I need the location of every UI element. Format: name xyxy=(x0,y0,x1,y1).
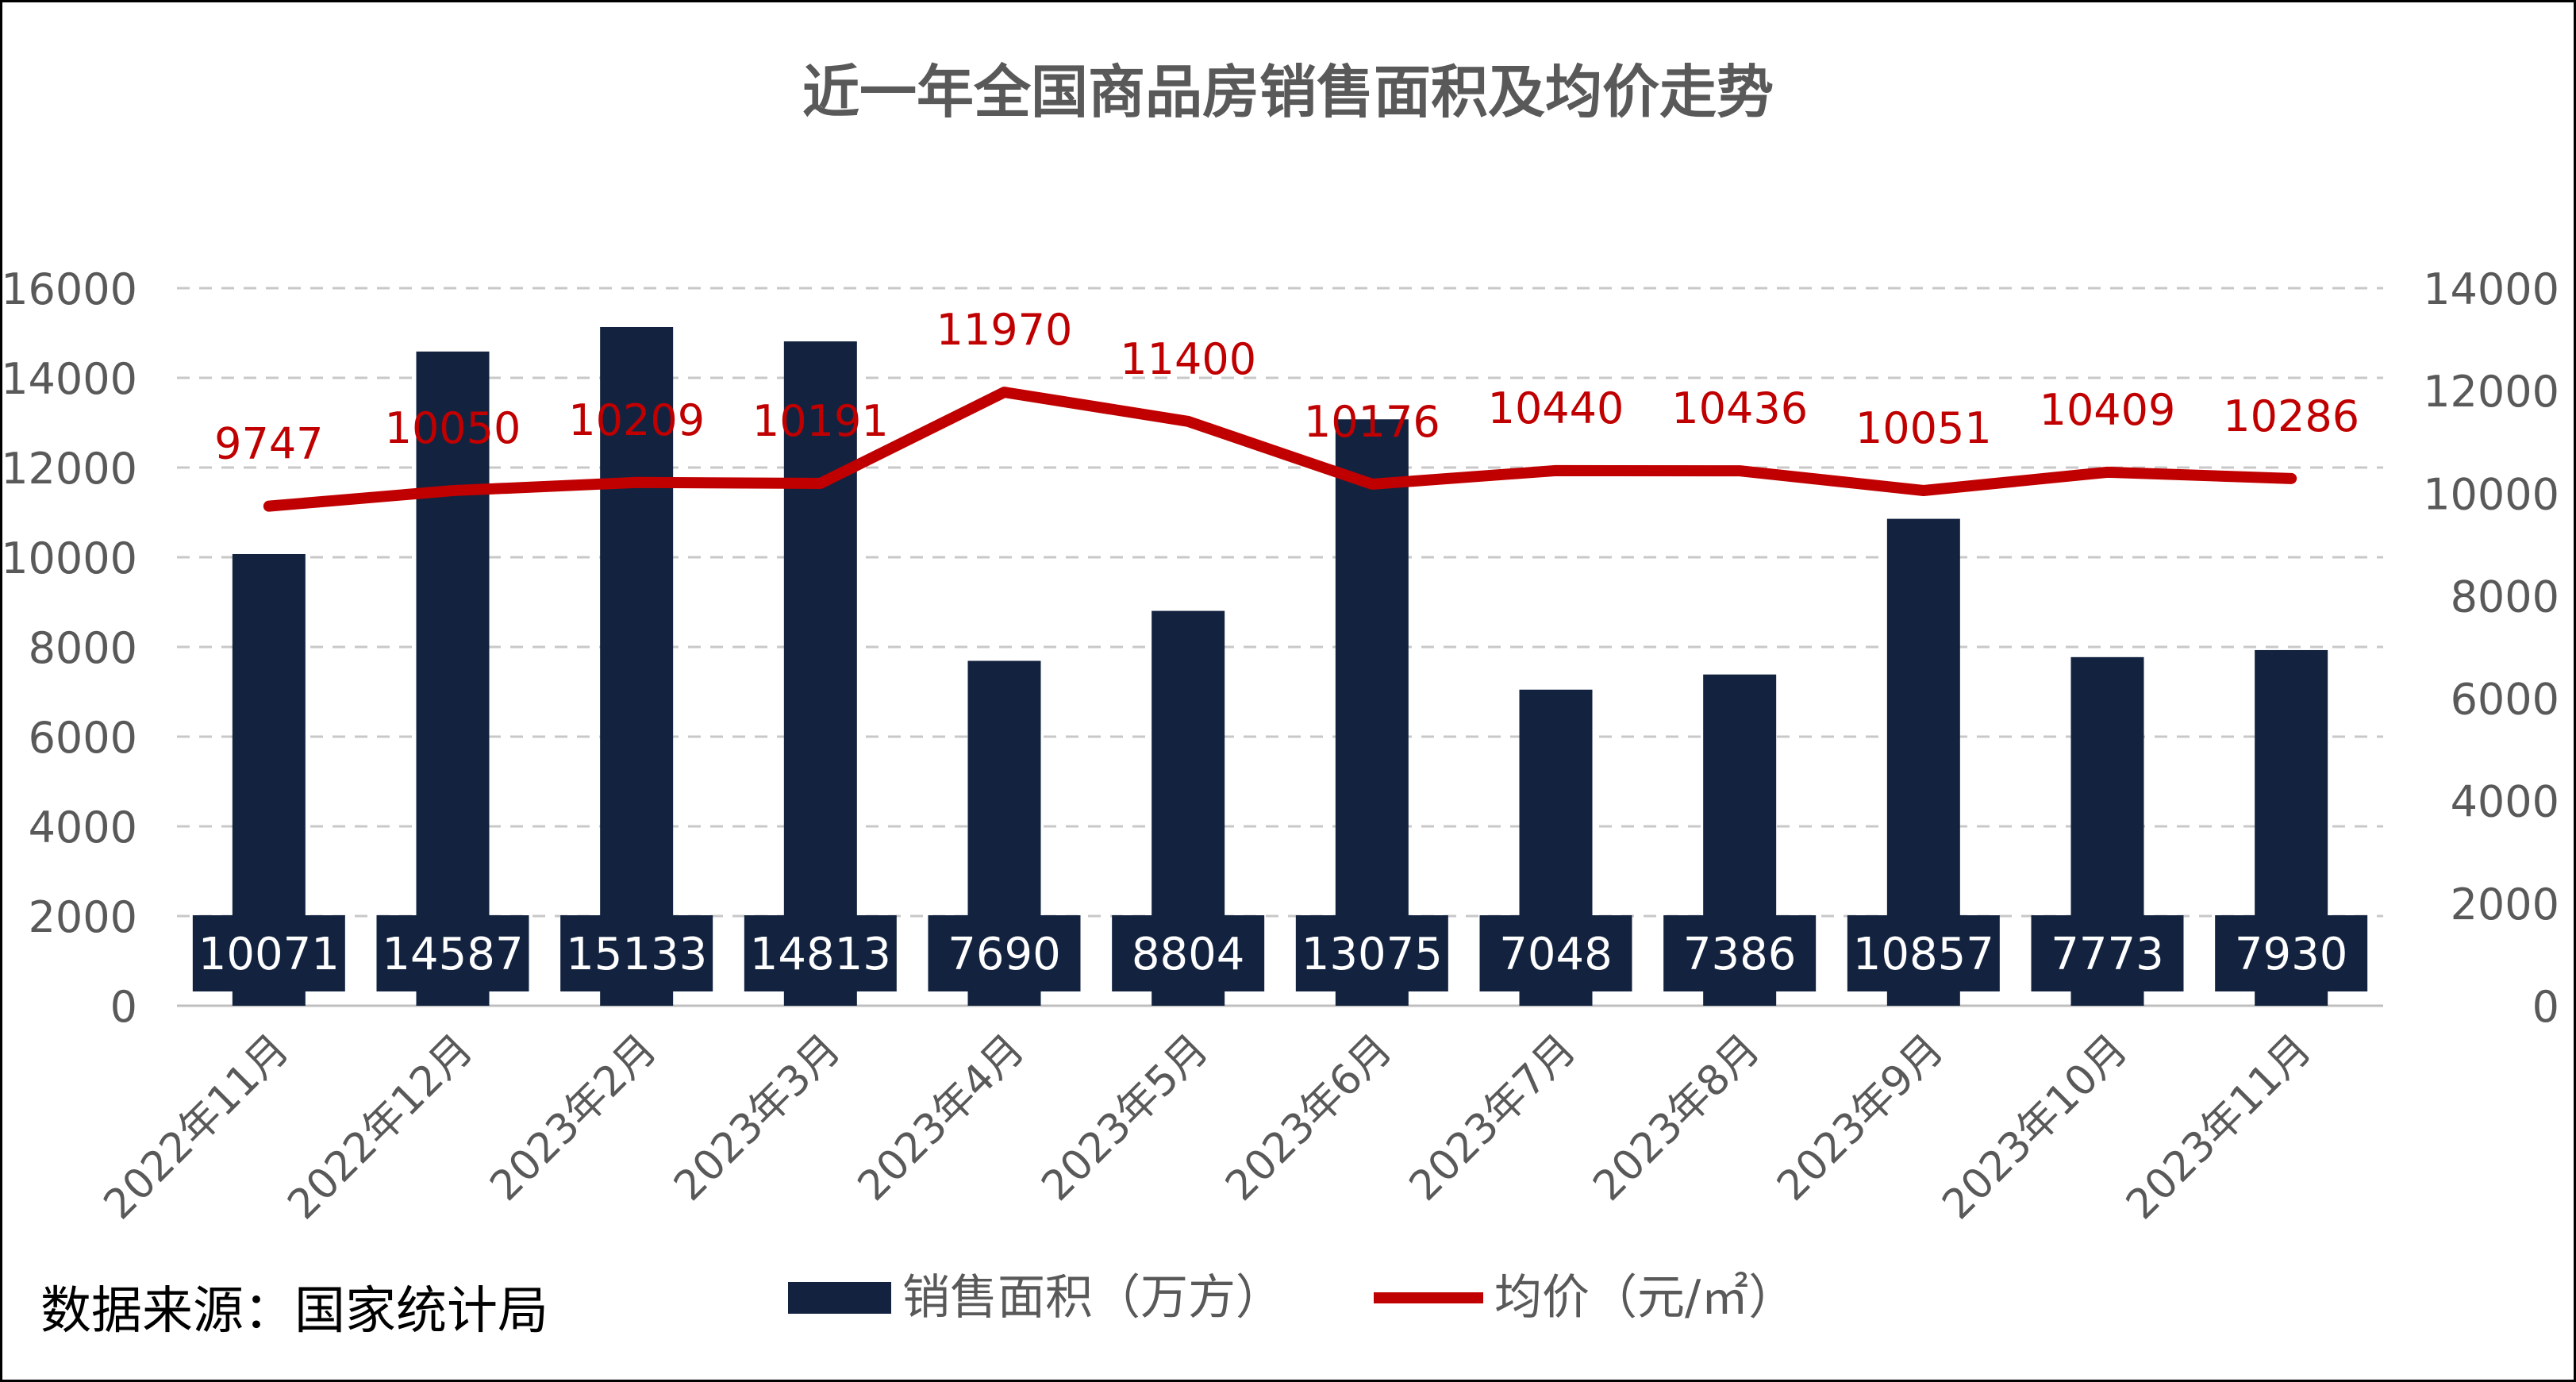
legend-label-bar: 销售面积（万方） xyxy=(902,1270,1283,1326)
bar-data-label: 13075 xyxy=(1301,929,1443,980)
bar-data-label: 10857 xyxy=(1853,929,1994,980)
x-axis-tick-label: 2023年8月 xyxy=(1584,1026,1769,1211)
gridlines xyxy=(177,287,2383,1007)
left-axis: 0 2000 4000 6000 8000 10000 12000 14000 16000 xyxy=(2,264,137,1032)
right-axis-tick-label: 6000 xyxy=(2451,675,2559,725)
bar-data-label: 10071 xyxy=(198,929,340,980)
x-axis-tick-label: 2022年12月 xyxy=(279,1026,482,1229)
bar-data-label: 8804 xyxy=(1132,929,1245,980)
bar-label-box xyxy=(2031,915,2184,991)
chart-title: 近一年全国商品房销售面积及均价走势 xyxy=(802,59,1774,125)
bar-data-label: 7386 xyxy=(1683,929,1797,980)
left-axis-tick-label: 14000 xyxy=(2,354,137,404)
price-line xyxy=(263,387,2297,512)
left-axis-tick-label: 0 xyxy=(110,982,137,1032)
x-axis-tick-label: 2023年2月 xyxy=(481,1026,666,1211)
bar-data-labels: 10071 14587 15133 14813 7690 8804 13075 7048 738… xyxy=(192,915,2368,991)
line-data-label: 9747 xyxy=(214,419,323,469)
x-axis-tick-label: 2023年9月 xyxy=(1768,1026,1953,1211)
left-axis-tick-label: 10000 xyxy=(2,533,137,583)
x-axis-tick-label: 2023年4月 xyxy=(849,1026,1034,1211)
bar-label-box xyxy=(560,915,713,991)
line-data-label: 10286 xyxy=(2223,391,2359,441)
x-axis: 2022年11月2022年12月2023年2月2023年3月2023年4月202… xyxy=(95,1026,2321,1229)
bar-series xyxy=(232,326,2328,1007)
line-data-label: 10436 xyxy=(1671,383,1808,433)
line-data-label: 10440 xyxy=(1488,383,1624,433)
x-axis-tick-label: 2023年11月 xyxy=(2117,1026,2320,1229)
bar-data-label: 15133 xyxy=(566,929,707,980)
line-data-label: 10209 xyxy=(568,395,705,445)
right-axis-tick-label: 4000 xyxy=(2451,777,2559,827)
source-note: 数据来源：国家统计局 xyxy=(40,1282,548,1341)
bar-label-box xyxy=(928,915,1081,991)
bar-label-box xyxy=(1847,915,2000,991)
bar-data-label: 14813 xyxy=(750,929,891,980)
bar-data-label: 7690 xyxy=(948,929,1061,980)
bar-data-label: 14587 xyxy=(382,929,523,980)
x-axis-tick-label: 2023年10月 xyxy=(1933,1026,2136,1229)
line-data-label: 10176 xyxy=(1304,397,1440,447)
bar xyxy=(1335,419,1409,1006)
left-axis-tick-label: 2000 xyxy=(29,892,137,942)
bar-data-label: 7048 xyxy=(1499,929,1613,980)
bar-label-box xyxy=(376,915,529,991)
legend-swatch-bar xyxy=(788,1282,891,1314)
line-series xyxy=(263,387,2297,512)
left-axis-tick-label: 16000 xyxy=(2,264,137,314)
right-axis-tick-label: 12000 xyxy=(2423,367,2559,417)
right-axis-tick-label: 14000 xyxy=(2423,264,2559,314)
legend: 销售面积（万方） 均价（元/㎡） xyxy=(788,1270,1796,1326)
line-data-labels: 9747 10050 10209 10191 11970 11400 10176 10440 1… xyxy=(214,305,2359,469)
bar-label-box xyxy=(1663,915,1817,991)
right-axis-tick-label: 0 xyxy=(2532,982,2559,1032)
bar-label-box xyxy=(1295,915,1448,991)
x-axis-tick-label: 2023年6月 xyxy=(1217,1026,1401,1211)
bar xyxy=(600,326,674,1007)
bar-data-label: 7930 xyxy=(2235,929,2348,980)
bar-data-label: 7773 xyxy=(2051,929,2164,980)
left-axis-tick-label: 8000 xyxy=(29,623,137,673)
x-axis-tick-label: 2022年11月 xyxy=(95,1026,298,1229)
bar xyxy=(783,341,857,1006)
bar-label-box xyxy=(2215,915,2368,991)
right-axis-tick-label: 2000 xyxy=(2451,880,2559,930)
line-data-label: 10409 xyxy=(2040,385,2176,435)
bar xyxy=(416,351,490,1007)
line-data-label: 11400 xyxy=(1120,334,1256,384)
left-axis-tick-label: 4000 xyxy=(29,803,137,853)
bar-label-box xyxy=(1479,915,1632,991)
bar-label-box xyxy=(192,915,345,991)
x-axis-tick-label: 2023年5月 xyxy=(1032,1026,1217,1211)
line-data-label: 10051 xyxy=(1855,403,1992,453)
right-axis-tick-label: 8000 xyxy=(2451,572,2559,622)
x-axis-tick-label: 2023年3月 xyxy=(665,1026,850,1211)
bar-label-box xyxy=(1112,915,1265,991)
left-axis-tick-label: 12000 xyxy=(2,444,137,494)
right-axis-tick-label: 10000 xyxy=(2423,469,2559,519)
line-data-label: 10050 xyxy=(385,403,521,453)
line-data-label: 11970 xyxy=(936,305,1073,355)
bar-label-box xyxy=(744,915,897,991)
right-axis: 0 2000 4000 6000 8000 10000 12000 14000 xyxy=(2423,264,2559,1032)
left-axis-tick-label: 6000 xyxy=(29,713,137,763)
x-axis-tick-label: 2023年7月 xyxy=(1401,1026,1586,1211)
legend-label-line: 均价（元/㎡） xyxy=(1494,1270,1796,1326)
line-data-label: 10191 xyxy=(752,396,889,446)
